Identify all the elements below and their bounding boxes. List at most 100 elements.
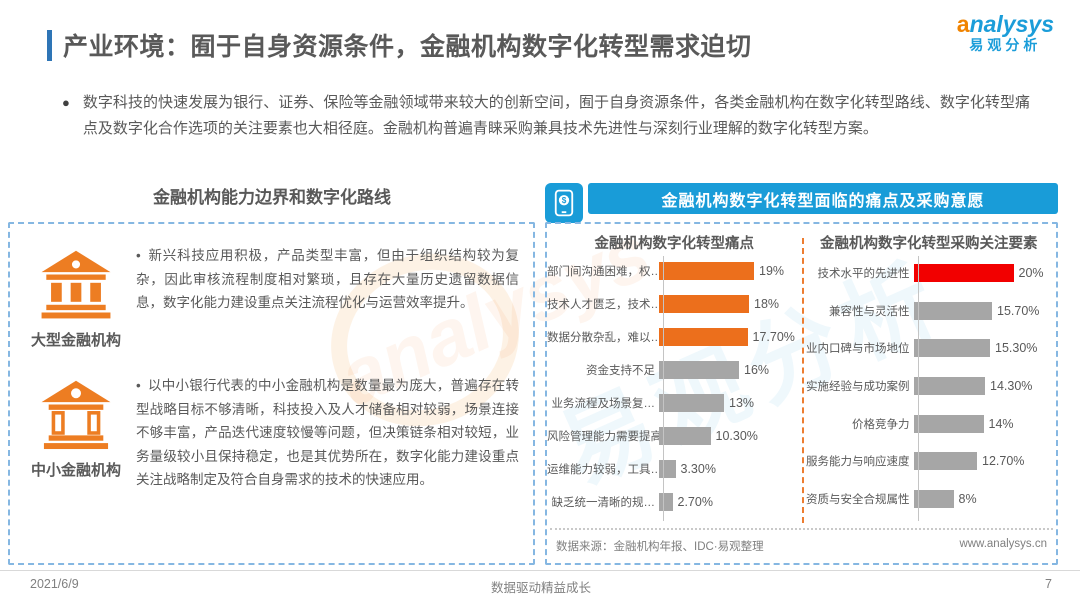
bar xyxy=(913,263,1014,282)
large-institution-icon-col: 大型金融机构 xyxy=(22,244,130,350)
bar-row: 部门间沟通困难，权… 19% xyxy=(547,259,802,283)
bar-row: 技术水平的先进性 20% xyxy=(802,261,1057,285)
bar xyxy=(659,327,748,346)
large-institution-label: 大型金融机构 xyxy=(30,332,121,349)
bar-row: 业务流程及场景复… 13% xyxy=(547,391,802,415)
bar-category-label: 实施经验与成功案例 xyxy=(806,380,910,393)
bar-value-label: 14% xyxy=(988,416,1014,431)
bar xyxy=(659,261,754,280)
bar-row: 兼容性与灵活性 15.70% xyxy=(802,299,1057,323)
left-section-heading: 金融机构能力边界和数字化路线 xyxy=(153,188,391,207)
bar-category-label: 兼容性与灵活性 xyxy=(829,305,910,318)
bar-row: 业内口碑与市场地位 15.30% xyxy=(802,336,1057,360)
page-header: 产业环境：囿于自身资源条件，金融机构数字化转型需求迫切 xyxy=(47,27,752,63)
footer-slogan: 数据驱动精益成长 xyxy=(490,581,591,595)
page-title: 产业环境：囿于自身资源条件，金融机构数字化转型需求迫切 xyxy=(63,33,752,61)
page-number: 7 xyxy=(1045,577,1052,591)
bar-value-label: 15.70% xyxy=(997,303,1040,318)
bar-category-label: 部门间沟通困难，权… xyxy=(547,265,659,278)
website-text: www.analysys.cn xyxy=(959,538,1047,550)
bar-row: 实施经验与成功案例 14.30% xyxy=(802,374,1057,398)
bar-category-label: 业务流程及场景复… xyxy=(551,397,656,410)
svg-text:$: $ xyxy=(562,196,567,205)
small-institution-text: • 以中小银行代表的中小金融机构是数量最为庞大，普遍存在转型战略目标不够清晰，科技… xyxy=(130,374,519,492)
bar-category-label: 价格竞争力 xyxy=(852,418,910,431)
large-institution-desc: 新兴科技应用积极，产品类型丰富，但由于组织结构较为复杂，因此审核流程制度相对繁琐… xyxy=(136,248,519,310)
bar-value-label: 17.70% xyxy=(752,329,795,344)
bar-value-label: 8% xyxy=(958,492,977,507)
bar-category-label: 资质与安全合规属性 xyxy=(806,494,910,507)
source-separator xyxy=(550,528,1053,530)
bar xyxy=(913,490,954,509)
bar-category-label: 缺乏统一清晰的规… xyxy=(551,496,656,509)
bar-category-label: 技术水平的先进性 xyxy=(817,267,910,280)
bar-category-label: 服务能力与响应速度 xyxy=(806,456,910,469)
bar xyxy=(659,492,673,511)
analysys-logo: analysys 易观分析 xyxy=(956,11,1054,54)
bar xyxy=(659,393,724,412)
bar xyxy=(913,376,985,395)
y-axis-line xyxy=(917,256,919,521)
bar-value-label: 3.30% xyxy=(680,461,716,476)
bar-row: 缺乏统一清晰的规… 2.70% xyxy=(547,490,802,514)
right-section-title: 金融机构数字化转型面临的痛点及采购意愿 xyxy=(588,183,1058,214)
bank-small-icon xyxy=(41,380,111,450)
large-institution-row: 大型金融机构 • 新兴科技应用积极，产品类型丰富，但由于组织结构较为复杂，因此审核… xyxy=(22,244,519,350)
right-section-header: $ 金融机构数字化转型面临的痛点及采购意愿 xyxy=(545,183,1058,223)
title-accent-bar xyxy=(47,29,52,61)
header-icon-box: $ xyxy=(545,183,583,223)
purchase-factors-chart: 金融机构数字化转型采购关注要素 技术水平的先进性 20% 兼容性与灵活性 15.70%… xyxy=(802,224,1057,563)
bar-value-label: 2.70% xyxy=(677,494,713,509)
intro-paragraph: ● 数字科技的快速发展为银行、证券、保险等金融领域带来较大的创新空间，囿于自身资… xyxy=(62,90,1030,142)
logo-brand-en: nalysys xyxy=(969,11,1054,37)
small-institution-desc: 以中小银行代表的中小金融机构是数量最为庞大，普遍存在转型战略目标不够清晰，科技投… xyxy=(136,378,519,487)
bar-value-label: 10.30% xyxy=(715,428,758,443)
data-source-text: 数据来源：金融机构年报、IDC·易观整理 xyxy=(556,541,764,553)
chart-title: 金融机构数字化转型痛点 xyxy=(594,236,755,252)
bar-row: 运维能力较弱，工具… 3.30% xyxy=(547,457,802,481)
bar-row: 技术人才匮乏，技术… 18% xyxy=(547,292,802,316)
bar xyxy=(659,426,711,445)
chart-rows: 技术水平的先进性 20% 兼容性与灵活性 15.70% 业内口碑与市场地位 15.30% 实… xyxy=(802,254,1057,518)
bar-row: 资金支持不足 16% xyxy=(547,358,802,382)
capability-panel: 大型金融机构 • 新兴科技应用积极，产品类型丰富，但由于组织结构较为复杂，因此审核… xyxy=(8,222,535,565)
bar-value-label: 16% xyxy=(744,362,770,377)
small-institution-icon-col: 中小金融机构 xyxy=(22,374,130,492)
bar-value-label: 19% xyxy=(759,263,785,278)
footer-date: 2021/6/9 xyxy=(30,577,79,591)
bullet-icon: ● xyxy=(62,95,70,110)
bar xyxy=(659,294,749,313)
bar-category-label: 运维能力较弱，工具… xyxy=(547,463,659,476)
bar-category-label: 数据分散杂乱，难以… xyxy=(547,331,659,344)
bar-category-label: 业内口碑与市场地位 xyxy=(806,343,910,356)
chart-title: 金融机构数字化转型采购关注要素 xyxy=(820,236,1038,252)
bar-row: 资质与安全合规属性 8% xyxy=(802,487,1057,511)
small-institution-row: 中小金融机构 • 以中小银行代表的中小金融机构是数量最为庞大，普遍存在转型战略目标… xyxy=(22,374,519,492)
source-row: 数据来源：金融机构年报、IDC·易观整理 www.analysys.cn xyxy=(556,538,1047,554)
logo-swirl-icon: a xyxy=(956,11,970,37)
bar-value-label: 18% xyxy=(754,296,780,311)
bar-value-label: 13% xyxy=(729,395,755,410)
bar-category-label: 资金支持不足 xyxy=(586,364,655,377)
pain-points-chart: 金融机构数字化转型痛点 部门间沟通困难，权… 19% 技术人才匮乏，技术… 18% 数据… xyxy=(547,224,802,563)
bar-category-label: 技术人才匮乏，技术… xyxy=(547,298,659,311)
charts-panel: 金融机构数字化转型痛点 部门间沟通困难，权… 19% 技术人才匮乏，技术… 18% 数据… xyxy=(545,222,1058,565)
y-axis-line xyxy=(663,256,664,521)
bar xyxy=(913,452,977,471)
bar xyxy=(659,459,676,478)
bar-row: 服务能力与响应速度 12.70% xyxy=(802,449,1057,473)
bar xyxy=(659,360,739,379)
bar-value-label: 14.30% xyxy=(990,378,1033,393)
bar xyxy=(913,414,984,433)
bar-row: 价格竞争力 14% xyxy=(802,412,1057,436)
footer-divider xyxy=(0,570,1080,571)
bank-large-icon xyxy=(41,250,111,319)
bar-category-label: 风险管理能力需要提高 xyxy=(547,430,659,443)
chart-rows: 部门间沟通困难，权… 19% 技术人才匮乏，技术… 18% 数据分散杂乱，难以… 17.7… xyxy=(547,254,802,518)
bar-row: 数据分散杂乱，难以… 17.70% xyxy=(547,325,802,349)
sub-bullet-icon: • xyxy=(136,378,141,393)
logo-wordmark: analysys xyxy=(956,11,1054,37)
bar-value-label: 15.30% xyxy=(995,341,1038,356)
large-institution-text: • 新兴科技应用积极，产品类型丰富，但由于组织结构较为复杂，因此审核流程制度相对繁… xyxy=(130,244,519,350)
